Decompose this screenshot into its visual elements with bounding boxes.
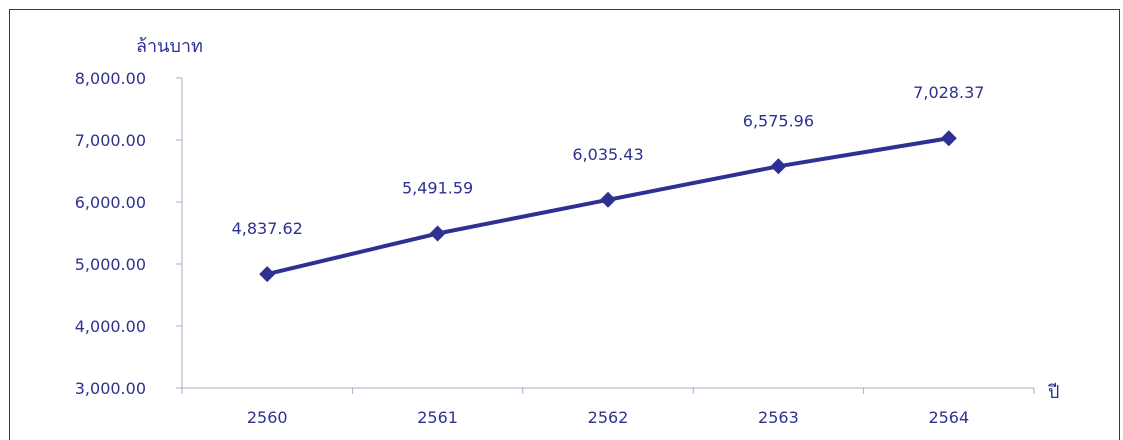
data-label: 7,028.37 [913, 83, 984, 102]
y-tick-label: 3,000.00 [75, 379, 146, 398]
data-point [259, 266, 276, 283]
y-axis-title: ล้านบาท [136, 36, 203, 57]
x-tick-label: 2560 [247, 408, 288, 427]
x-tick-label: 2563 [758, 408, 799, 427]
y-tick-label: 6,000.00 [75, 193, 146, 212]
data-point [600, 191, 616, 208]
data-label: 4,837.62 [232, 219, 303, 238]
data-label: 6,575.96 [743, 111, 814, 130]
x-axis-title: ปี [1048, 382, 1060, 403]
x-tick-label: 2564 [928, 408, 969, 427]
x-tick-label: 2562 [588, 408, 629, 427]
data-label: 5,491.59 [402, 179, 473, 198]
data-label: 6,035.43 [572, 145, 643, 164]
y-tick-label: 4,000.00 [75, 317, 146, 336]
chart-frame [9, 9, 1120, 440]
y-tick-label: 8,000.00 [75, 69, 146, 88]
data-point [940, 130, 957, 147]
y-tick-label: 5,000.00 [75, 255, 146, 274]
x-tick-label: 2561 [417, 408, 458, 427]
data-point [429, 225, 446, 242]
data-point [770, 158, 787, 175]
y-tick-label: 7,000.00 [75, 131, 146, 150]
